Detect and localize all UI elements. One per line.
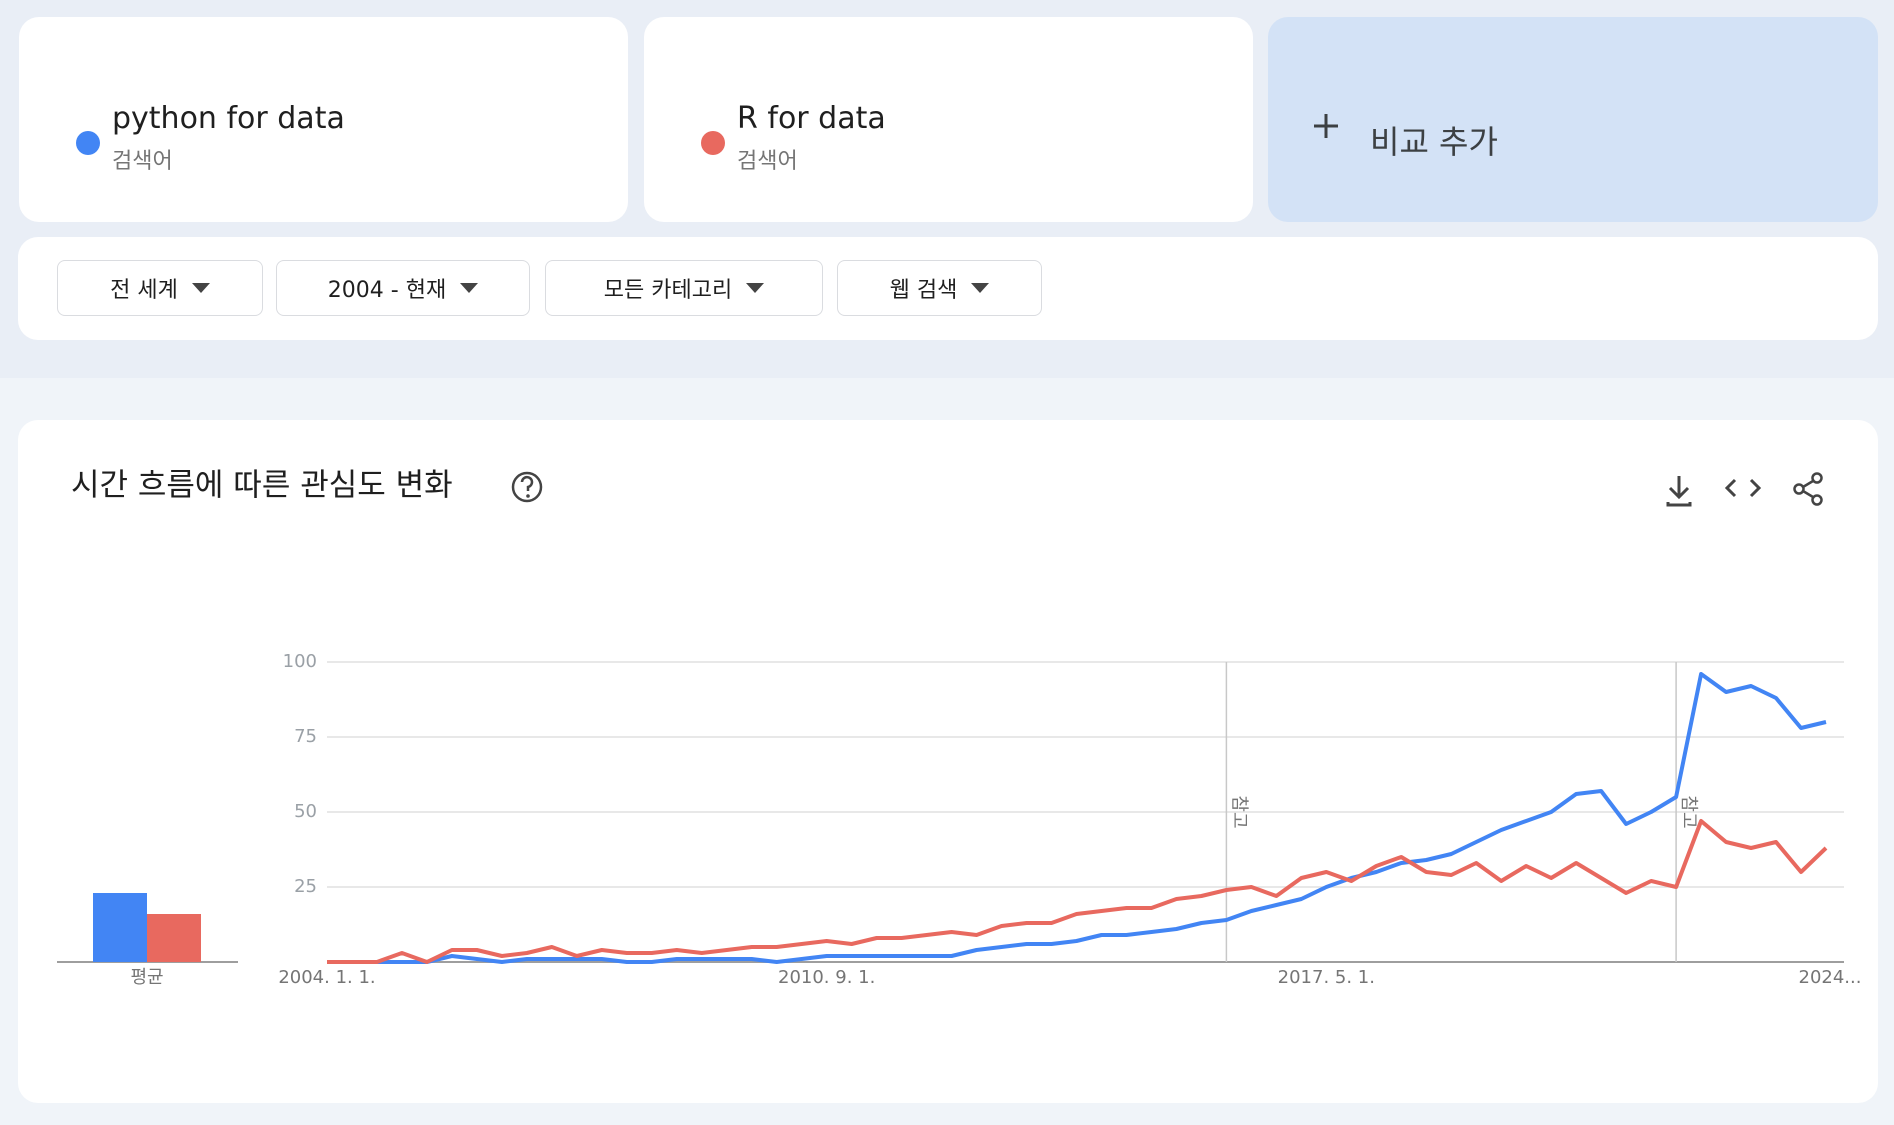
annotation-label: 참고	[1228, 795, 1249, 828]
average-bar	[93, 893, 147, 962]
add-compare[interactable]: 비교 추가	[1268, 17, 1878, 222]
chart: 시간 흐름에 따른 관심도 변화 25 50 75 100 2004. 1. 1. 201…	[57, 468, 1862, 988]
share-icon[interactable]	[1793, 472, 1823, 506]
add-compare-label: 비교 추가	[1370, 123, 1498, 161]
filter-label: 전 세계	[110, 278, 178, 303]
term-card[interactable]: R for data 검색어	[644, 17, 1253, 222]
download-icon[interactable]	[1666, 476, 1692, 507]
plus-icon	[1314, 114, 1338, 138]
chart-title: 시간 흐름에 따른 관심도 변화	[71, 468, 453, 504]
filter[interactable]: 전 세계	[57, 260, 263, 316]
term-name: python for data	[112, 101, 345, 136]
annotation-label: 참고	[1678, 795, 1699, 828]
filter[interactable]: 모든 카테고리	[545, 260, 823, 316]
y-tick-label: 100	[283, 651, 317, 672]
x-tick-label: 2004. 1. 1.	[278, 967, 375, 988]
embed-icon[interactable]	[1724, 478, 1762, 498]
help-icon[interactable]	[511, 471, 543, 503]
x-tick-label: 2017. 5. 1.	[1278, 967, 1375, 988]
y-tick-label: 75	[294, 726, 317, 747]
chart-card: 시간 흐름에 따른 관심도 변화 25 50 75 100 2004. 1. 1. 201…	[18, 420, 1878, 1103]
term-dot	[701, 131, 725, 155]
term-sub: 검색어	[112, 149, 173, 174]
average-label: 평균	[130, 967, 163, 988]
term-name: R for data	[737, 101, 886, 136]
caret	[746, 283, 765, 293]
caret	[971, 283, 990, 293]
series-line	[327, 819, 1828, 964]
filter-label: 2004 - 현재	[327, 278, 447, 303]
caret	[191, 283, 210, 293]
filter[interactable]: 2004 - 현재	[276, 260, 530, 316]
filter-bar: 전 세계 2004 - 현재 모든 카테고리 웹 검색	[18, 237, 1878, 340]
filter-label: 웹 검색	[889, 278, 958, 303]
term-dot	[76, 131, 100, 155]
x-tick-label: 2024...	[1799, 967, 1862, 988]
caret	[460, 283, 479, 293]
filter[interactable]: 웹 검색	[837, 260, 1042, 316]
term-sub: 검색어	[737, 149, 798, 174]
series-line	[327, 672, 1827, 964]
x-tick-label: 2010. 9. 1.	[778, 967, 875, 988]
y-tick-label: 25	[294, 876, 317, 897]
average-bar	[147, 914, 201, 962]
filter-label: 모든 카테고리	[603, 278, 733, 303]
y-tick-label: 50	[294, 801, 317, 822]
term-card[interactable]: python for data 검색어	[19, 17, 628, 222]
